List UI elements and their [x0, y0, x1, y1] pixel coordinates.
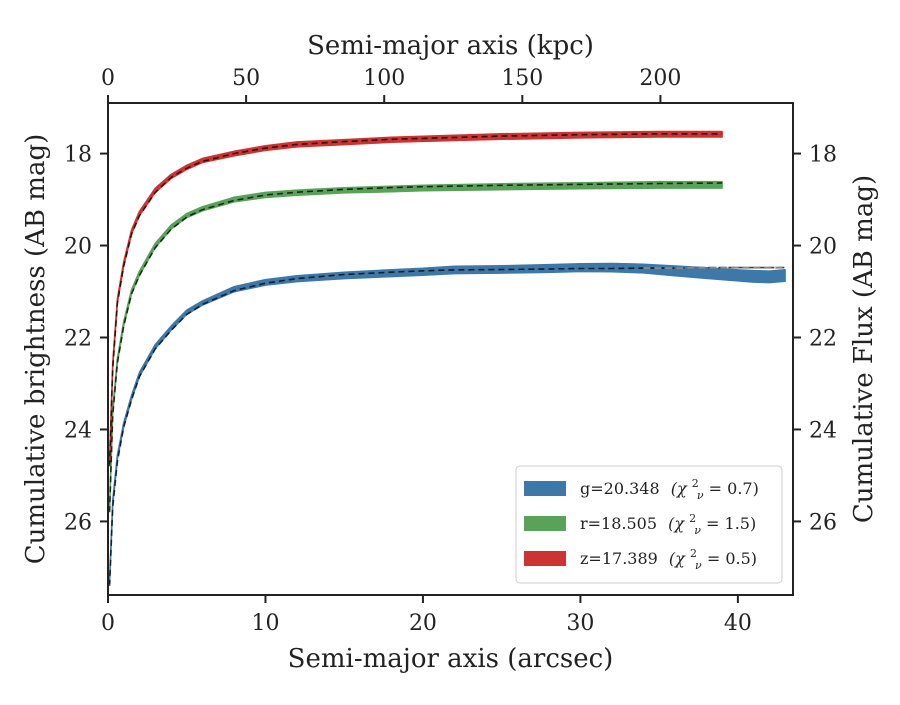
- legend-box: [515, 465, 783, 584]
- top-x-tick-label: 0: [101, 66, 115, 91]
- x-tick-label: 0: [101, 611, 115, 636]
- legend-chi-value-r: = 1.5): [706, 514, 756, 533]
- model-lines-layer: [108, 133, 786, 586]
- legend-entry-r: r=18.505 (χ 2 ν = 1.5): [524, 507, 756, 538]
- legend-chi-sub-g: ν: [697, 489, 704, 502]
- model-line-g: [108, 266, 786, 586]
- x-tick-label: 30: [566, 611, 594, 636]
- legend-chi-sup-r: 2: [689, 512, 696, 525]
- x-axis-label: Semi-major axis (arcsec): [288, 644, 614, 674]
- model-extension-g: [643, 266, 786, 270]
- legend-entry-g: g=20.348 (χ 2 ν = 0.7): [524, 472, 759, 503]
- x-tick-label: 10: [251, 611, 279, 636]
- y-tick-label: 18: [64, 143, 92, 168]
- legend-swatch-z: [524, 551, 566, 566]
- x-tick-label: 40: [724, 611, 752, 636]
- legend-name-z: z=17.389: [580, 549, 658, 568]
- y-axis-label: Cumulative brightness (AB mag): [21, 134, 51, 565]
- legend-chi-r: (χ: [668, 514, 685, 533]
- y-tick-label: 24: [64, 418, 92, 443]
- top-x-tick-label: 50: [232, 66, 260, 91]
- top-x-tick-label: 150: [501, 66, 543, 91]
- right-y-axis-label: Cumulative Flux (AB mag): [849, 175, 879, 523]
- legend-chi-value-z: = 0.5): [707, 549, 757, 568]
- legend-chi-sup-g: 2: [692, 477, 699, 490]
- right-y-tick-label: 26: [809, 510, 837, 535]
- right-y-tick-label: 24: [809, 418, 837, 443]
- legend-chi-sub-z: ν: [695, 559, 702, 572]
- top-x-axis-label: Semi-major axis (kpc): [307, 31, 594, 61]
- model-line-r: [108, 182, 723, 513]
- legend-chi-sub-r: ν: [694, 524, 701, 537]
- legend-chi-z: (χ: [669, 549, 686, 568]
- legend-swatch-r: [524, 516, 566, 531]
- right-y-tick-label: 22: [809, 327, 837, 352]
- legend: g=20.348 (χ 2 ν = 0.7) r=18.505 (χ 2 ν =…: [515, 465, 783, 584]
- top-x-tick-label: 200: [639, 66, 681, 91]
- legend-chi-value-g: = 0.7): [709, 479, 759, 498]
- right-y-tick-label: 20: [809, 235, 837, 260]
- legend-chi-sup-z: 2: [690, 547, 697, 560]
- model-line-z: [108, 133, 723, 467]
- legend-entry-z: z=17.389 (χ 2 ν = 0.5): [524, 542, 757, 573]
- x-tick-label: 20: [409, 611, 437, 636]
- y-tick-label: 22: [64, 327, 92, 352]
- top-x-tick-label: 100: [363, 66, 405, 91]
- legend-name-g: g=20.348: [580, 479, 660, 498]
- y-tick-label: 26: [64, 510, 92, 535]
- data-band-g: [108, 262, 786, 585]
- plot-frame: [107, 102, 794, 596]
- legend-label-r: r=18.505 (χ 2 ν = 1.5): [580, 507, 756, 538]
- legend-label-z: z=17.389 (χ 2 ν = 0.5): [580, 542, 757, 573]
- legend-name-r: r=18.505: [580, 514, 657, 533]
- right-y-tick-label: 18: [809, 143, 837, 168]
- legend-chi-g: (χ: [671, 479, 688, 498]
- legend-label-g: g=20.348 (χ 2 ν = 0.7): [580, 472, 759, 503]
- legend-swatch-g: [524, 481, 566, 496]
- y-tick-label: 20: [64, 235, 92, 260]
- data-band-r: [108, 180, 723, 511]
